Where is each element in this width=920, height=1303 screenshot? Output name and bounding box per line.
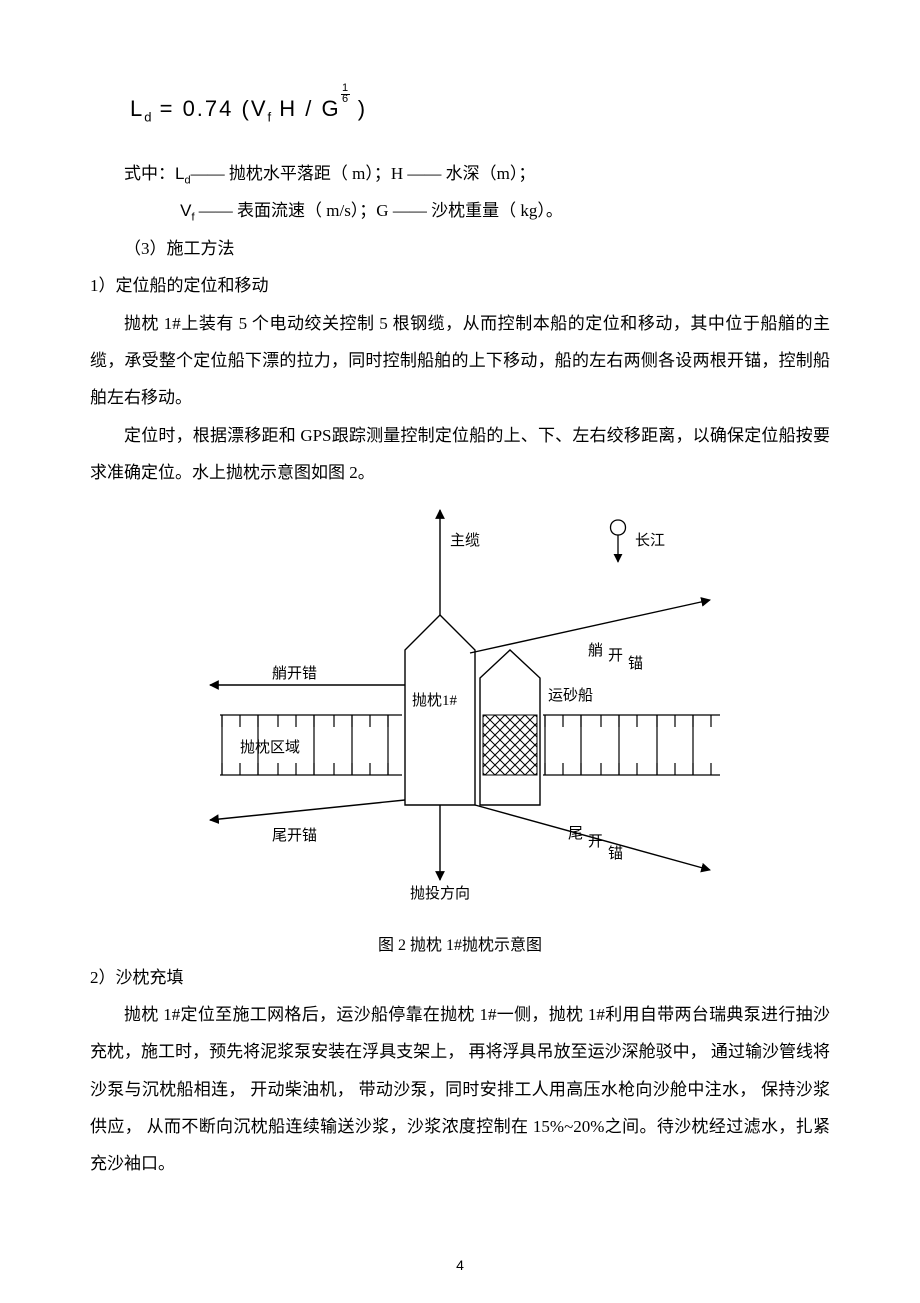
defs-l2b: —— 表面流速（ m/s）；G —— 沙枕重量（ kg）。 — [199, 201, 563, 220]
fig-label-area: 抛枕区域 — [240, 739, 300, 756]
formula-exp-den: 6 — [341, 94, 350, 105]
s3-heading: （3）施工方法 — [90, 230, 830, 267]
formula-close: ) — [350, 96, 367, 121]
figure-2: 主缆 长江 抛枕1# 运砂船 — [90, 500, 830, 955]
formula-line: Ld = 0.74 (Vf H / G16 ) — [130, 90, 830, 125]
fig-label-paozhen1: 抛枕1# — [412, 692, 458, 709]
figure-caption: 图 2 抛枕 1#抛枕示意图 — [90, 931, 830, 955]
fig-label-bow-r2: 开 — [608, 648, 623, 664]
formula-exp: 16 — [341, 84, 350, 105]
s3-2-heading: 2）沙枕充填 — [90, 959, 830, 996]
fig-label-tail-left: 尾开锚 — [272, 827, 317, 844]
formula-vsym: V — [251, 96, 268, 121]
fig-label-tail-r3: 锚 — [608, 845, 623, 862]
page-number: 4 — [0, 1257, 920, 1273]
formula-hsym: H / G — [271, 96, 340, 121]
formula-lhs-sym: L — [130, 96, 144, 121]
fig-label-tail-r2: 开 — [588, 834, 603, 850]
defs-line1: 式中：Ld—— 抛枕水平落距（ m）；H —— 水深（m）； — [90, 155, 830, 193]
defs-l2a: V — [180, 201, 191, 220]
page-container: Ld = 0.74 (Vf H / G16 ) 式中：Ld—— 抛枕水平落距（ … — [0, 0, 920, 1303]
s3-1-heading: 1）定位船的定位和移动 — [90, 267, 830, 304]
fig-label-bow-left: 艄开错 — [272, 665, 317, 682]
s3-1-p1: 抛枕 1#上装有 5 个电动绞关控制 5 根钢缆，从而控制本船的定位和移动，其中… — [90, 305, 830, 417]
defs-l2a-sub: f — [191, 212, 194, 224]
fig-label-main-cable: 主缆 — [450, 532, 480, 549]
defs-line2: Vf —— 表面流速（ m/s）；G —— 沙枕重量（ kg）。 — [90, 192, 830, 230]
fig-label-yunshachuan: 运砂船 — [548, 687, 593, 704]
fig-label-tail-r1: 尾 — [568, 826, 583, 842]
figure-svg: 主缆 长江 抛枕1# 运砂船 — [180, 500, 740, 920]
formula-open: ( — [233, 96, 250, 121]
s3-2-p1: 抛枕 1#定位至施工网格后，运沙船停靠在抛枕 1#一侧，抛枕 1#利用自带两台瑞… — [90, 996, 830, 1183]
s3-1-p2: 定位时，根据漂移距和 GPS跟踪测量控制定位船的上、下、左右绞移距离，以确保定位… — [90, 417, 830, 492]
fig-label-bow-r3: 锚 — [628, 655, 643, 672]
fig-label-bow-r1: 艄 — [588, 642, 603, 659]
fig-label-changjiang: 长江 — [635, 532, 665, 549]
formula-eq: = — [151, 96, 182, 121]
defs-l1c: —— 抛枕水平落距（ m）；H —— 水深（m）； — [191, 164, 536, 183]
fig-label-throwdir: 抛投方向 — [410, 885, 470, 902]
formula-coef: 0.74 — [183, 96, 234, 121]
defs-l1a: 式中： — [124, 164, 175, 183]
